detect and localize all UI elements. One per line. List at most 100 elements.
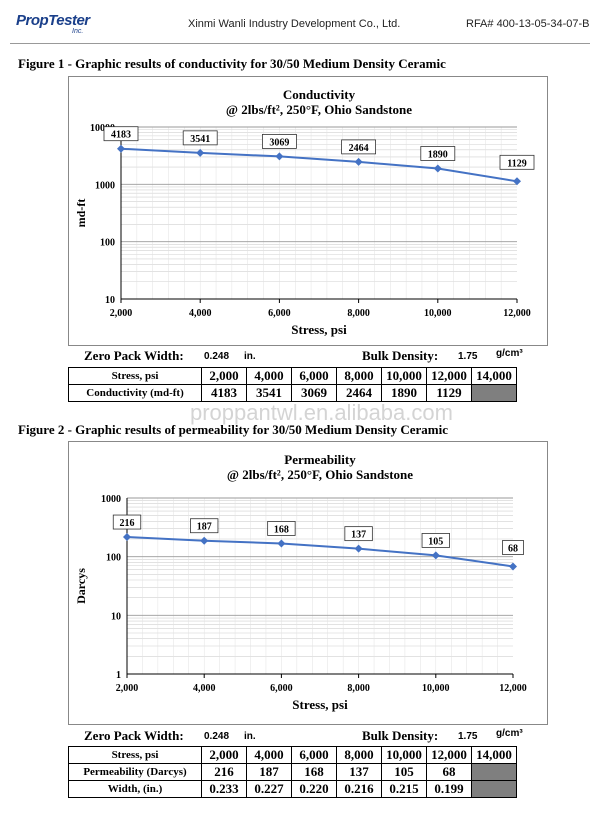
table-cell-empty [471, 780, 517, 798]
zero-pack-label-2: Zero Pack Width: [84, 728, 184, 743]
data-label: 68 [508, 543, 518, 554]
data-point [117, 144, 125, 153]
x-tick-label: 12,000 [499, 683, 527, 694]
bulk-density-value-1: 1.75 [458, 351, 478, 362]
chart-title: Conductivity [283, 87, 356, 102]
table-cell: 1890 [381, 384, 427, 402]
x-tick-label: 8,000 [347, 683, 370, 694]
permeability-table: Stress, psi 2,000 4,000 6,000 8,000 10,0… [68, 746, 517, 798]
x-tick-label: 6,000 [270, 683, 293, 694]
logo-text: PropTester [16, 12, 90, 29]
data-label-box [103, 126, 139, 142]
y-axis-label: Darcys [74, 568, 88, 604]
data-point [196, 148, 205, 157]
y-tick-label: 10 [105, 295, 115, 306]
table-cell: 0.216 [336, 780, 382, 798]
bulk-density-label-1: Bulk Density: [362, 348, 439, 363]
data-point [354, 157, 363, 166]
data-label-box [261, 134, 297, 149]
table-row: Stress, psi 2,000 4,000 6,000 8,000 10,0… [68, 746, 517, 764]
data-label-box [182, 130, 218, 146]
data-label-box [190, 518, 219, 534]
x-tick-label: 2,000 [116, 683, 139, 694]
data-point [123, 533, 131, 542]
figure2-caption: Figure 2 - Graphic results of permeabili… [18, 422, 449, 437]
y-tick-label: 10000 [90, 123, 115, 134]
table-cell: 12,000 [426, 367, 472, 385]
x-tick-label: 10,000 [424, 308, 452, 319]
table-cell: 6,000 [291, 746, 337, 764]
table-cell: 10,000 [381, 746, 427, 764]
y-tick-label: 1000 [95, 180, 115, 191]
table-cell: 10,000 [381, 367, 427, 385]
table-row: Permeability (Darcys) 216 187 168 137 10… [68, 763, 517, 781]
row-label: Stress, psi [68, 746, 202, 764]
data-label: 4183 [111, 130, 131, 141]
y-tick-label: 1000 [101, 494, 121, 505]
table-cell: 8,000 [336, 746, 382, 764]
table-cell: 4,000 [246, 746, 292, 764]
table-cell: 0.199 [426, 780, 472, 798]
table-cell: 0.220 [291, 780, 337, 798]
logo-suffix: Inc. [72, 28, 84, 35]
table-cell: 3069 [291, 384, 337, 402]
x-tick-label: 6,000 [268, 308, 291, 319]
table-cell: 216 [201, 763, 247, 781]
y-tick-label: 100 [106, 553, 121, 564]
zero-pack-value-2: 0.248 [204, 731, 230, 742]
y-axis-label: md-ft [74, 199, 88, 228]
data-label-box [341, 139, 377, 155]
table-cell: 2,000 [201, 367, 247, 385]
table-cell: 3541 [246, 384, 292, 402]
data-point [433, 164, 442, 173]
data-label-box [420, 146, 456, 161]
data-label: 1129 [507, 158, 526, 169]
table-cell: 137 [336, 763, 382, 781]
table-cell: 2464 [336, 384, 382, 402]
data-point [200, 536, 209, 545]
table-cell: 12,000 [426, 746, 472, 764]
data-label: 168 [274, 524, 289, 535]
data-label: 3541 [190, 134, 210, 145]
data-label: 137 [351, 530, 366, 541]
conductivity-chart-svg: 10 100 1000 10000 2,000 4,000 6,000 8,000 10,000… [74, 87, 535, 337]
conductivity-table: Stress, psi 2,000 4,000 6,000 8,000 10,0… [68, 367, 517, 402]
table-row: Width, (in.) 0.233 0.227 0.220 0.216 0.2… [68, 780, 517, 798]
table-cell: 1129 [426, 384, 472, 402]
x-tick-label: 4,000 [193, 683, 216, 694]
table-cell: 0.215 [381, 780, 427, 798]
x-axis-label: Stress, psi [291, 322, 347, 337]
data-label: 105 [428, 536, 443, 547]
data-label-box [112, 514, 142, 530]
bulk-density-unit-1: g/cm³ [496, 348, 523, 359]
data-label: 187 [197, 522, 212, 533]
data-point [275, 152, 284, 161]
zero-pack-label-1: Zero Pack Width: [84, 348, 184, 363]
x-tick-label: 10,000 [422, 683, 450, 694]
header-divider [10, 43, 590, 44]
data-label: 216 [120, 518, 135, 529]
table-cell: 105 [381, 763, 427, 781]
zero-pack-unit-1: in. [244, 351, 256, 362]
bulk-density-value-2: 1.75 [458, 731, 478, 742]
table-cell: 14,000 [471, 746, 517, 764]
x-tick-label: 2,000 [110, 308, 133, 319]
table-row: Conductivity (md-ft) 4183 3541 3069 2464… [68, 384, 517, 402]
table-cell: 187 [246, 763, 292, 781]
y-tick-label: 1 [116, 670, 121, 681]
data-label-box [421, 533, 450, 548]
zero-pack-unit-2: in. [244, 731, 256, 742]
table-cell: 6,000 [291, 367, 337, 385]
table-cell: 68 [426, 763, 472, 781]
chart-title: Permeability [284, 452, 356, 467]
series-line [126, 536, 514, 568]
table-cell: 8,000 [336, 367, 382, 385]
table-row: Stress, psi 2,000 4,000 6,000 8,000 10,0… [68, 367, 517, 385]
rfa-number: RFA# 400-13-05-34-07-B [466, 18, 590, 30]
data-point [277, 539, 286, 548]
row-label: Conductivity (md-ft) [68, 384, 202, 402]
table-cell: 0.233 [201, 780, 247, 798]
data-label-box [502, 540, 524, 555]
table-cell: 14,000 [471, 367, 517, 385]
data-label: 2464 [349, 143, 369, 154]
